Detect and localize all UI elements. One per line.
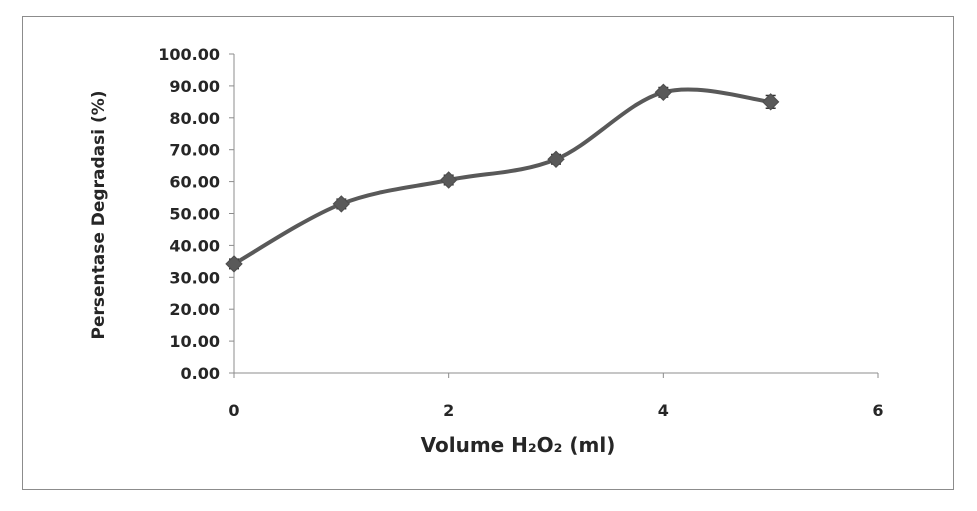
y-tick-label: 40.00 [169, 236, 220, 255]
y-tick-label: 70.00 [169, 141, 220, 160]
y-tick-label: 60.00 [169, 173, 220, 192]
y-tick-label: 20.00 [169, 300, 220, 319]
y-tick-label: 50.00 [169, 205, 220, 224]
y-tick-label: 80.00 [169, 109, 220, 128]
x-axis-title: Volume H₂O₂ (ml) [421, 433, 616, 457]
x-tick-label: 4 [658, 401, 669, 420]
data-point [439, 171, 458, 189]
data-point [332, 195, 351, 213]
y-axis-title: Persentase Degradasi (%) [89, 90, 109, 339]
y-tick-label: 100.00 [158, 45, 220, 64]
series-line [233, 87, 771, 266]
y-tick-label: 10.00 [169, 332, 220, 351]
y-tick-label: 0.00 [181, 364, 220, 383]
y-tick-label: 30.00 [169, 268, 220, 287]
data-point [761, 93, 780, 111]
data-point [225, 255, 243, 273]
x-axis-ticks: 0 2 4 6 [228, 373, 884, 420]
y-tick-label: 90.00 [169, 77, 220, 96]
series-group [225, 83, 780, 273]
x-tick-label: 0 [228, 401, 239, 420]
y-axis-ticks: 0.00 10.00 20.00 30.00 40.00 50.00 60.00 70.00 8… [158, 45, 234, 383]
chart-frame [22, 16, 954, 490]
data-point [547, 150, 565, 168]
x-tick-label: 2 [443, 401, 454, 420]
data-point [654, 83, 673, 101]
x-tick-label: 6 [872, 401, 883, 420]
